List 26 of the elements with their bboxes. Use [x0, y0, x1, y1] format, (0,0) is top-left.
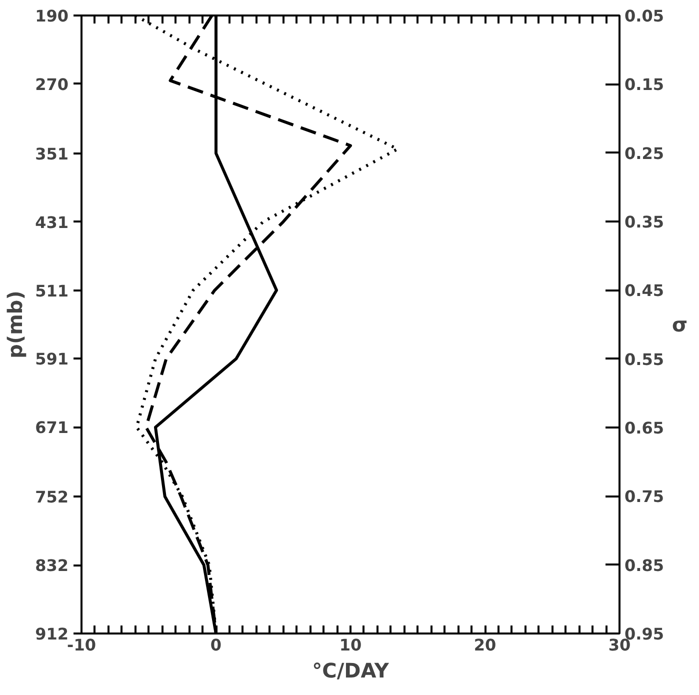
y-axis-title: p(mb): [3, 290, 28, 358]
y-tick-label: 511: [35, 281, 69, 300]
x-tick-label: 20: [474, 636, 496, 654]
y-tick-label: 832: [35, 556, 69, 576]
y2-tick-label: 0.55: [624, 350, 664, 369]
y-tick-label: 431: [35, 212, 69, 232]
y-tick-label: 351: [35, 144, 69, 164]
y-tick-label: 671: [35, 418, 69, 438]
y-tick-label: 912: [35, 624, 69, 644]
x-tick-label: 10: [339, 636, 362, 654]
y2-tick-label: 0.45: [624, 281, 664, 300]
y-tick-label: 190: [35, 6, 69, 26]
y2-tick-label: 0.05: [624, 6, 664, 26]
x-axis-title: °C/DAY: [312, 658, 390, 682]
x-tick-label: -10: [67, 636, 96, 654]
y2-tick-label: 0.85: [624, 556, 664, 575]
x-tick-label: 0: [210, 636, 222, 654]
y-tick-label: 591: [35, 350, 69, 369]
y-tick-label: 270: [35, 74, 69, 94]
y2-tick-label: 0.25: [624, 144, 664, 163]
y2-tick-label: 0.35: [624, 212, 664, 232]
y2-tick-label: 0.65: [624, 418, 664, 438]
y2-tick-label: 0.15: [624, 75, 664, 94]
y2-axis-title: σ: [672, 312, 688, 336]
y-tick-label: 752: [35, 488, 69, 507]
y2-tick-label: 0.75: [624, 487, 664, 506]
